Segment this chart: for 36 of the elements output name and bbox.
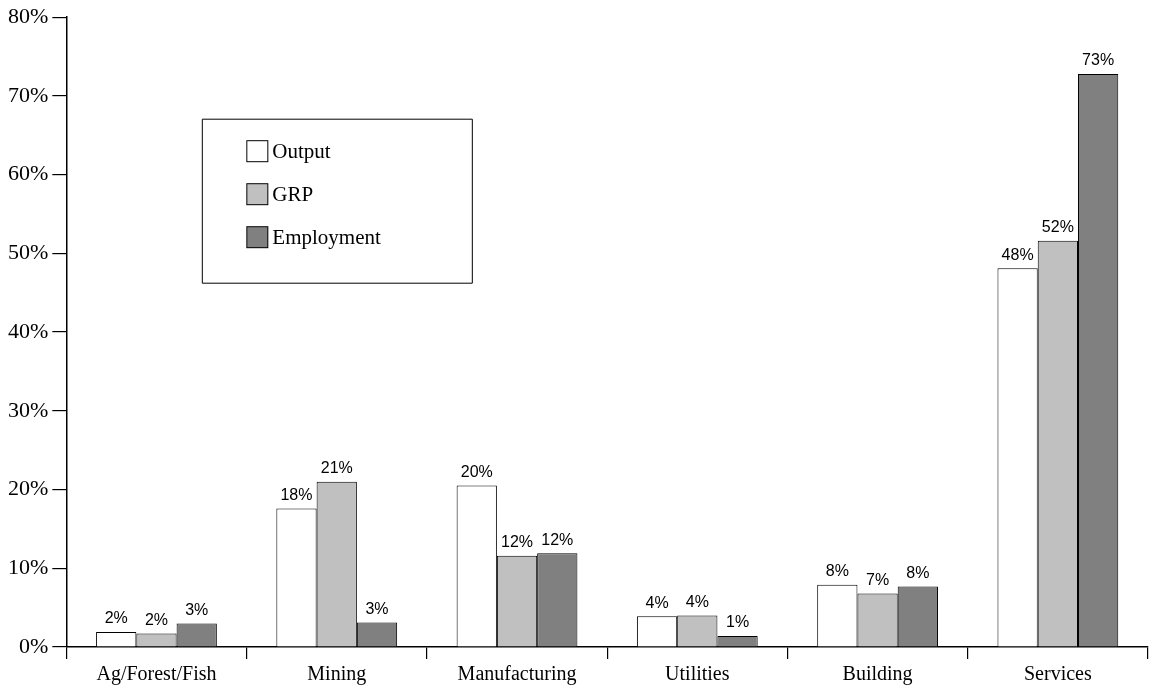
- legend-label: Employment: [272, 224, 381, 249]
- y-tick-label: 30%: [8, 396, 49, 422]
- data-label: 3%: [365, 600, 389, 617]
- data-label: 2%: [104, 609, 128, 627]
- y-tick-label: 50%: [8, 239, 49, 265]
- data-label: 8%: [906, 563, 930, 581]
- data-label: 8%: [825, 562, 849, 580]
- data-label: 7%: [866, 570, 890, 588]
- y-tick-label: 40%: [8, 317, 49, 343]
- data-label: 21%: [320, 459, 353, 477]
- data-label: 4%: [645, 593, 669, 611]
- y-tick-label: 20%: [8, 475, 49, 501]
- x-tick-label: Ag/Forest/Fish: [96, 662, 217, 686]
- data-label: 2%: [144, 611, 169, 629]
- data-label: 52%: [1041, 218, 1074, 236]
- data-label: 20%: [460, 463, 493, 481]
- x-tick-label: Building: [842, 662, 913, 686]
- data-label: 4%: [685, 592, 709, 610]
- y-tick-label: 80%: [8, 2, 49, 28]
- data-label: 18%: [280, 485, 313, 503]
- x-tick-label: Services: [1023, 662, 1092, 685]
- x-tick-label: Manufacturing: [457, 662, 577, 686]
- y-tick-label: 60%: [8, 160, 49, 186]
- data-label: 12%: [541, 530, 574, 548]
- y-tick-label: 70%: [8, 81, 49, 107]
- data-label: 3%: [185, 600, 209, 618]
- legend-label: Output: [272, 138, 331, 163]
- data-label: 1%: [726, 613, 750, 631]
- legend-label: GRP: [272, 181, 314, 206]
- data-label: 12%: [501, 533, 534, 551]
- data-label: 48%: [1001, 245, 1034, 263]
- x-tick-label: Utilities: [665, 662, 730, 685]
- x-tick-label: Mining: [307, 662, 367, 686]
- data-label: 73%: [1082, 51, 1115, 69]
- y-tick-label: 0%: [19, 632, 49, 658]
- y-tick-label: 10%: [8, 554, 49, 580]
